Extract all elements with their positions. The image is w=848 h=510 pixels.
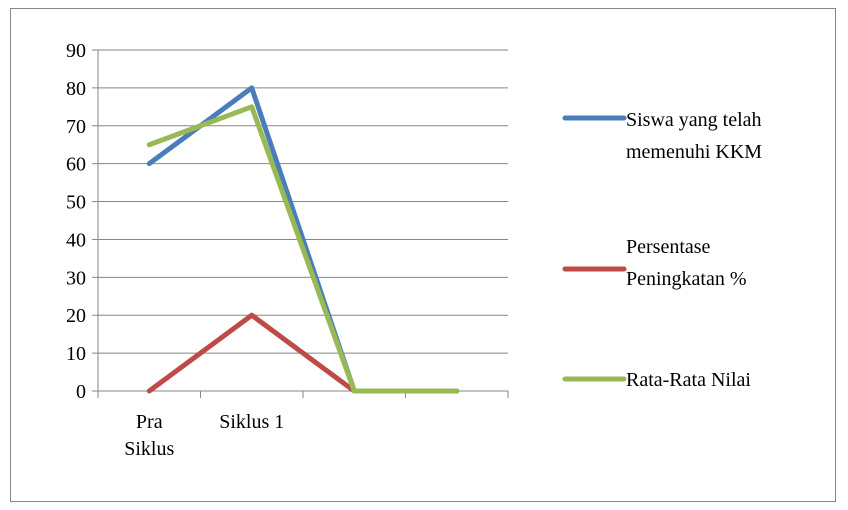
legend-label: Persentase [626, 236, 711, 258]
y-tick-label: 50 [66, 192, 86, 214]
legend-label: Siswa yang telah [626, 109, 762, 131]
y-tick-label: 30 [66, 267, 86, 289]
x-tick-label: Pra [136, 411, 163, 433]
y-tick-label: 80 [66, 78, 86, 100]
legend-item-2: Persentase Peningkatan % [562, 236, 747, 290]
legend-label: Peningkatan % [626, 268, 747, 290]
y-tick-label: 0 [76, 381, 86, 403]
y-tick-label: 70 [66, 116, 86, 138]
y-tick-label: 40 [66, 229, 86, 251]
y-tick-label: 20 [66, 305, 86, 327]
x-tick-label: Siklus [124, 438, 174, 460]
x-tick-labels: Pra Siklus Siklus 1 [124, 411, 284, 460]
series-lines [146, 85, 460, 394]
legend-label: Rata-Rata Nilai [626, 369, 751, 391]
y-tick-label: 90 [66, 40, 86, 62]
gridlines [98, 49, 508, 354]
y-tick-label: 60 [66, 154, 86, 176]
y-tick-label: 10 [66, 343, 86, 365]
legend-item-3: Rata-Rata Nilai [562, 369, 751, 391]
legend-label: memenuhi KKM [626, 141, 762, 163]
legend-item-1: Siswa yang telah memenuhi KKM [562, 109, 762, 163]
y-tick-labels: 0 10 20 30 40 50 60 70 80 90 [66, 40, 86, 403]
series-line-3 [146, 104, 460, 394]
x-tick-label: Siklus 1 [219, 411, 284, 433]
chart-frame [10, 8, 836, 502]
